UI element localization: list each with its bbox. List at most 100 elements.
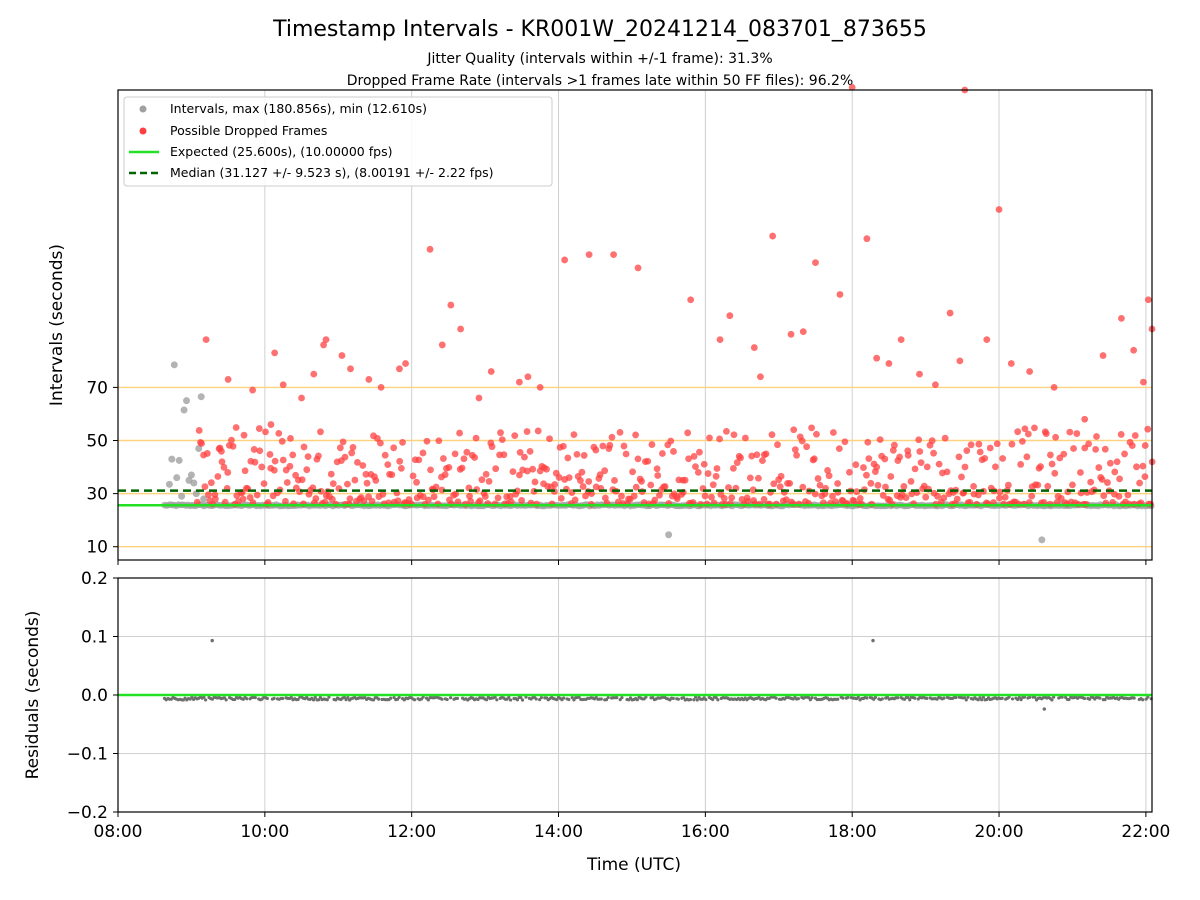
- dropped-frame-point: [1136, 479, 1143, 487]
- dropped-frame-point: [402, 360, 409, 367]
- legend-label-median: Median (31.127 +/- 9.523 s), (8.00191 +/…: [170, 165, 494, 180]
- dropped-frame-point: [728, 494, 736, 502]
- residual-point: [289, 695, 293, 700]
- dropped-frame-point: [363, 479, 371, 487]
- dropped-frame-point: [720, 494, 728, 502]
- dropped-frame-point: [881, 455, 889, 463]
- dropped-frame-point: [853, 488, 861, 496]
- dropped-frame-point: [700, 460, 708, 468]
- dropped-frame-point: [793, 451, 801, 459]
- dropped-frame-point: [708, 493, 715, 501]
- residual-point: [856, 695, 860, 699]
- dropped-frame-point: [1048, 460, 1056, 468]
- dropped-frame-point: [860, 464, 867, 471]
- dropped-frame-point: [488, 443, 496, 451]
- dropped-frame-point: [529, 465, 537, 473]
- dropped-frame-point: [346, 495, 354, 503]
- dropped-frame-point: [907, 478, 915, 485]
- residual-point: [515, 698, 520, 702]
- dropped-frame-point: [476, 497, 484, 505]
- dropped-frame-point: [507, 498, 515, 506]
- dropped-frame-point: [834, 480, 842, 487]
- dropped-frame-point: [1018, 437, 1026, 445]
- dropped-frame-point: [958, 473, 965, 481]
- dropped-frame-point: [786, 479, 794, 487]
- dropped-frame-point: [585, 478, 593, 485]
- dropped-frame-point: [911, 465, 919, 473]
- dropped-frame-point: [1026, 368, 1034, 375]
- dropped-frame-point: [336, 444, 344, 452]
- dropped-frame-point: [224, 469, 232, 476]
- residual-point: [1087, 697, 1092, 701]
- top-y-tick-label: 10: [86, 538, 108, 558]
- dropped-frame-point: [347, 365, 354, 373]
- dropped-frame-point: [198, 440, 205, 447]
- dropped-frame-point: [466, 492, 473, 500]
- dropped-frame-point: [588, 490, 595, 498]
- dropped-frame-point: [220, 463, 228, 471]
- dropped-frame-point: [426, 245, 434, 253]
- residual-point: [846, 695, 850, 699]
- bottom-y-tick-label: −0.2: [67, 803, 108, 823]
- dropped-frame-point: [1052, 433, 1060, 441]
- dropped-frame-point: [415, 456, 423, 464]
- dropped-frame-point: [986, 444, 994, 452]
- dropped-frame-point: [475, 394, 483, 402]
- dropped-frame-point: [262, 428, 269, 436]
- dropped-frame-point: [585, 251, 593, 259]
- dropped-frame-point: [1024, 430, 1032, 438]
- bottom-y-tick-label: 0.0: [81, 686, 108, 706]
- dropped-frame-point: [916, 370, 923, 378]
- dropped-frame-point: [207, 479, 215, 487]
- residual-point: [281, 696, 285, 701]
- dropped-frame-point: [1139, 462, 1147, 470]
- dropped-frame-point: [692, 463, 699, 471]
- dropped-frame-point: [1066, 428, 1074, 436]
- dropped-frame-point: [1031, 424, 1038, 432]
- dropped-frame-point: [457, 325, 465, 333]
- dropped-frame-point: [841, 438, 849, 446]
- top-y-tick-label: 50: [86, 432, 108, 452]
- dropped-frame-point: [970, 482, 977, 490]
- dropped-frame-point: [287, 435, 294, 442]
- dropped-frame-point: [996, 494, 1003, 502]
- dropped-frame-point: [303, 466, 311, 474]
- dropped-frame-point: [644, 457, 652, 465]
- interval-point: [183, 397, 191, 405]
- dropped-frame-point: [887, 473, 895, 480]
- dropped-frame-point: [874, 481, 882, 489]
- dropped-frame-point: [876, 436, 884, 443]
- dropped-frame-point: [750, 344, 758, 351]
- dropped-frame-point: [774, 441, 781, 449]
- dropped-frame-point: [966, 498, 974, 506]
- dropped-frame-point: [481, 493, 489, 500]
- dropped-frame-point: [467, 497, 475, 505]
- dropped-frame-point: [1098, 476, 1106, 483]
- dropped-frame-point: [808, 424, 815, 432]
- dropped-frame-point: [799, 483, 807, 491]
- dropped-frame-point: [759, 457, 766, 464]
- dropped-frame-point: [300, 443, 308, 451]
- residual-point: [711, 697, 715, 702]
- dropped-frame-point: [396, 457, 404, 465]
- residual-point: [190, 695, 194, 699]
- residual-point: [520, 698, 525, 702]
- dropped-frame-point: [441, 471, 449, 479]
- legend-marker-dropped: [139, 127, 147, 135]
- dropped-frame-point: [322, 336, 330, 344]
- dropped-frame-point: [928, 437, 936, 445]
- dropped-frame-point: [856, 494, 864, 502]
- dropped-frame-point: [601, 467, 609, 475]
- residual-point: [265, 696, 269, 701]
- dropped-frame-point: [427, 466, 434, 474]
- dropped-frame-point: [889, 446, 897, 454]
- dropped-frame-point: [601, 494, 609, 502]
- dropped-frame-point: [811, 490, 819, 498]
- dropped-frame-point: [348, 449, 356, 457]
- residual-point: [224, 698, 228, 702]
- dropped-frame-point: [1140, 378, 1147, 386]
- dropped-frame-point: [546, 435, 553, 443]
- dropped-frame-point: [435, 437, 443, 445]
- dropped-frame-point: [289, 451, 297, 459]
- dropped-frame-point: [814, 475, 822, 482]
